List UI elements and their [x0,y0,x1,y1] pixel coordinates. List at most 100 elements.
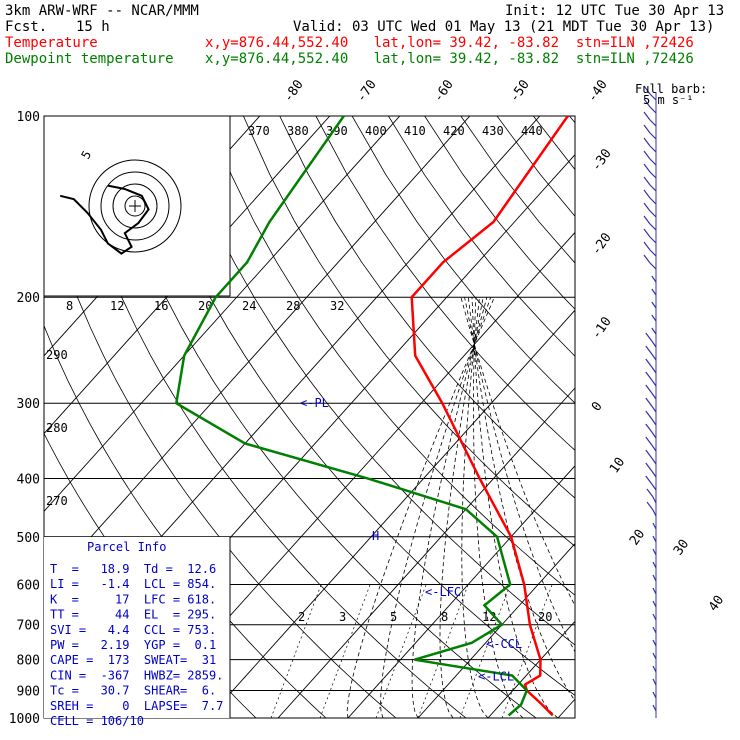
barb-legend-line1: Full barb: [635,82,707,96]
dry-adiabat [569,116,575,124]
theta-label: 430 [482,124,504,138]
wind-barb [649,145,657,153]
isotherm-label: 0 [589,399,606,414]
isotherm-label: -40 [585,77,611,105]
wind-barb-flag [643,189,651,199]
wind-barb [651,327,657,335]
wind-barb-flag [643,202,651,212]
wind-barb-flag [643,137,651,147]
wind-barb [649,132,657,140]
wind-barb [651,483,657,491]
speed-label: 16 [154,299,168,313]
wind-barb [652,548,657,556]
moist-adiabat [346,297,495,718]
dewpoint-legend: Dewpoint temperature [5,51,174,67]
dry-adiabat [98,116,537,718]
wind-barb-flag [646,501,654,511]
wind-barb [651,431,657,439]
theta-label: 400 [365,124,387,138]
wind-barb [652,574,657,582]
dry-adiabat [532,116,575,171]
dry-adiabat [61,116,467,718]
wind-barb [652,678,657,686]
wind-barb [652,522,657,530]
isotherm [487,620,575,718]
plot-frame [43,115,576,719]
wind-barb-flag [643,98,651,108]
isotherm [277,387,575,718]
parcel-info-row: CAPE = 173 SWEAT= 31 [50,653,216,667]
wind-barb-flag [646,488,654,498]
theta-label: 420 [443,124,465,138]
wind-barb-flag [643,254,651,264]
wind-barb [651,418,657,426]
isotherm [628,116,740,718]
moist-adiabat [464,297,575,653]
temperature-profile [410,116,569,717]
speed-label: 28 [286,299,300,313]
isotherm-label: -60 [431,77,457,105]
theta-label: 440 [521,124,543,138]
isotherm-label: -50 [507,77,533,105]
dry-adiabat [351,116,575,404]
wind-barb [652,691,657,699]
wind-barb [652,613,657,621]
forecast-hour: 15 h [76,19,110,35]
pressure-label: 300 [17,397,40,412]
wind-barb [649,262,657,270]
moist-adiabat [467,297,575,702]
pressure-label: 1000 [9,712,40,727]
isotherm [417,542,575,718]
valid-time: Valid: 03 UTC Wed 01 May 13 (21 MDT Tue … [293,19,715,35]
wind-barb [652,587,657,595]
wind-barb [652,704,657,712]
parcel-info-row: LI = -1.4 LCL = 854. [50,577,216,591]
parcel-level-marker: <-LFC [425,585,461,599]
wind-barb [652,600,657,608]
isotherm-label: -70 [354,77,380,105]
pressure-label: 800 [17,654,40,669]
wind-barb-flag [643,228,651,238]
isotherm-label: 20 [627,527,648,548]
wind-barb-flag [643,215,651,225]
moist-adiabat [460,297,575,607]
wind-barb [652,561,657,569]
dry-adiabat [714,116,740,718]
wind-barb-flag [645,384,653,394]
theta-label: 380 [287,124,309,138]
wind-barb-flag [645,475,653,485]
model-title: 3km ARW-WRF -- NCAR/MMM [5,3,199,19]
pressure-label: 400 [17,472,40,487]
wind-barb [651,275,657,283]
isotherm-label: 10 [607,455,628,476]
init-time: Init: 12 UTC Tue 30 Apr 13 [505,3,725,19]
parcel-info-row: Tc = 30.7 SHEAR= 6. [50,684,216,698]
wind-barb [651,444,657,452]
dry-adiabat [496,116,575,217]
parcel-info-row: SVI = 4.4 CCL = 753. [50,623,216,637]
barb-legend-line2: 5 m s⁻¹ [643,93,694,107]
wind-barb [651,288,657,296]
wind-barb-flag [645,436,653,446]
parcel-info-row: CIN = -367 HWBZ= 2859. [50,668,223,682]
parcel-info-row: CELL = 106/10 [50,714,144,728]
isotherm-label: -80 [281,77,307,105]
dry-adiabat [279,116,575,499]
isotherm [698,116,740,718]
wind-barb-flag [643,163,651,173]
wind-barb [651,457,657,465]
mixing-ratio-line [319,584,371,718]
pressure-label: 100 [17,110,40,125]
isotherm [557,698,575,718]
wind-barb [652,665,657,673]
mixing-ratio-label: 8 [441,610,448,624]
dry-adiabat [424,116,575,310]
mixing-ratio-label: 5 [390,610,397,624]
wind-barb [649,223,657,231]
parcel-info-title: Parcel Info [87,540,166,554]
isotherm [207,309,575,718]
wind-barb [649,197,657,205]
theta-left-label: 280 [46,421,68,435]
speed-label: 8 [66,299,73,313]
dry-adiabat [206,116,575,596]
